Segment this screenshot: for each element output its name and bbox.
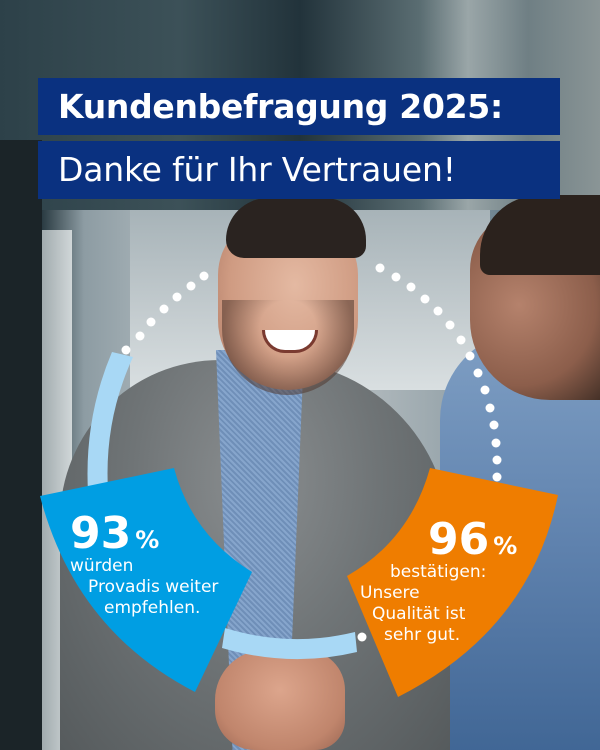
photo-background-pillar xyxy=(0,140,42,750)
stat-recommend-value: 93 xyxy=(70,508,132,559)
stat-quality: 96% bestätigen: Unsere Qualität ist sehr… xyxy=(360,518,517,646)
stat-recommend-text-line: Provadis weiter xyxy=(88,577,219,597)
dotted-arc xyxy=(121,263,502,642)
stat-recommend: 93% würden Provadis weiter empfehlen. xyxy=(70,512,218,619)
stat-quality-text-line: bestätigen: xyxy=(390,562,487,582)
light-blue-arc-left xyxy=(87,352,133,492)
stat-quality-text-line: Unsere xyxy=(360,583,420,603)
stat-quality-text-line: Qualität ist xyxy=(372,604,466,624)
stat-quality-value: 96 xyxy=(428,514,490,565)
photo-handshake xyxy=(215,650,345,750)
stat-quality-text-line: sehr gut. xyxy=(384,625,461,645)
stat-quality-unit: % xyxy=(493,532,518,560)
stat-recommend-text-line: würden xyxy=(70,556,134,576)
light-blue-arc-bottom xyxy=(222,628,357,660)
blue-stat-panel xyxy=(40,468,252,692)
photo-person-left-hair xyxy=(226,198,366,258)
stat-recommend-unit: % xyxy=(135,526,160,554)
orange-stat-panel xyxy=(347,468,558,697)
stat-recommend-text-line: empfehlen. xyxy=(104,598,201,618)
title-line-1: Kundenbefragung 2025: xyxy=(38,78,560,135)
title-line-2: Danke für Ihr Vertrauen! xyxy=(38,141,560,199)
